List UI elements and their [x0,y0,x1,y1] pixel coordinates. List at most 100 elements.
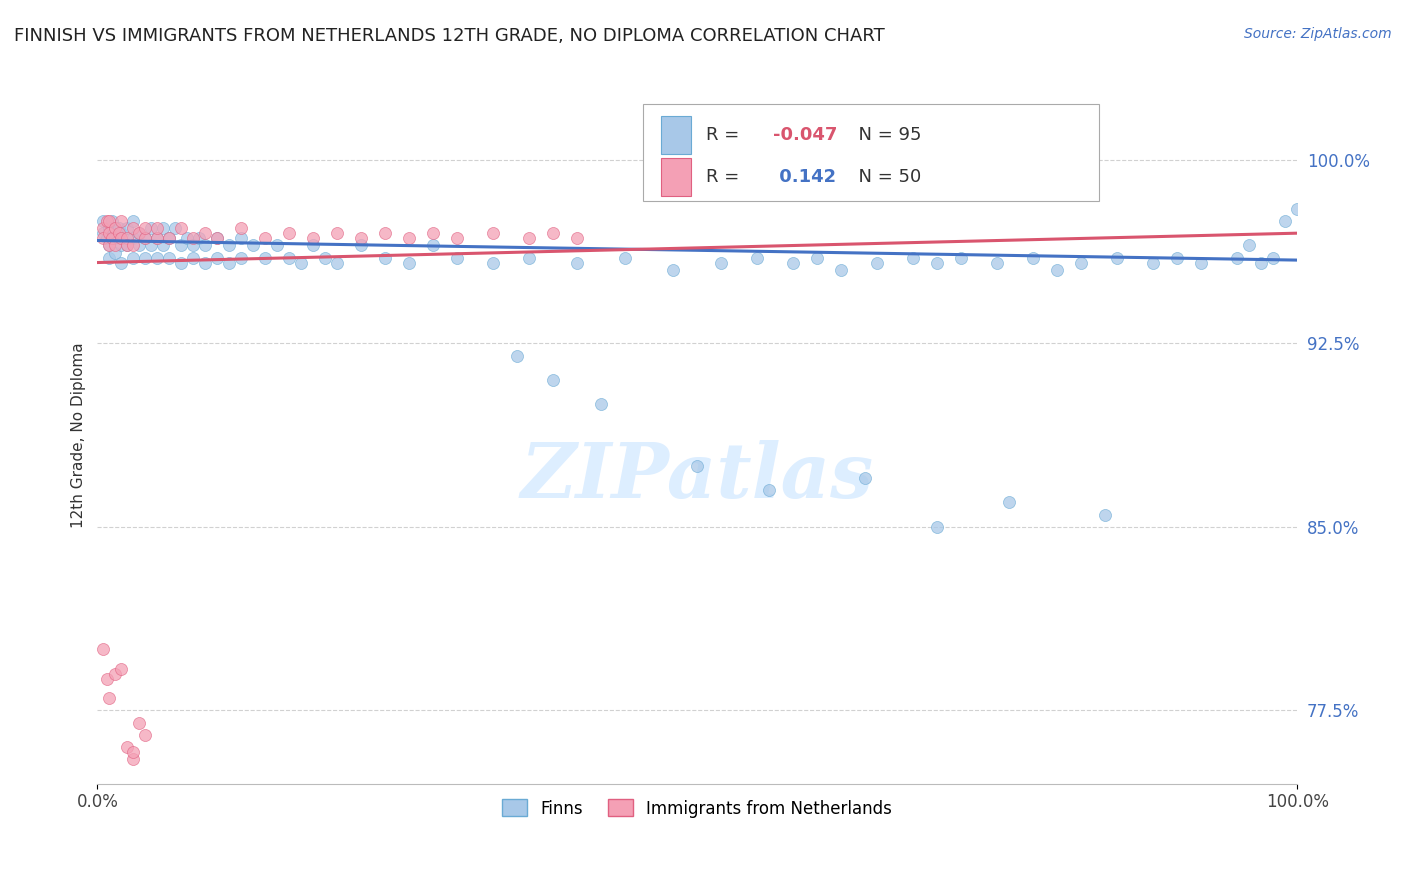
Point [1263,251,1285,265]
Legend: Finns, Immigrants from Netherlands: Finns, Immigrants from Netherlands [495,793,898,824]
Point [806,251,828,265]
Point [446,231,468,245]
Point [194,226,217,240]
Point [1226,251,1249,265]
Text: R =: R = [706,168,745,186]
Point [134,728,156,742]
Text: Source: ZipAtlas.com: Source: ZipAtlas.com [1244,27,1392,41]
Point [128,715,150,730]
Point [110,226,132,240]
Point [93,226,115,240]
Point [104,221,127,235]
Point [266,238,288,252]
FancyBboxPatch shape [644,103,1099,202]
Point [207,251,229,265]
Point [104,238,127,252]
Point [110,231,132,245]
Text: N = 95: N = 95 [848,126,922,145]
Point [543,373,565,387]
Point [96,672,118,686]
Point [422,226,444,240]
Point [506,349,529,363]
Point [134,231,156,245]
Point [747,251,769,265]
Point [146,251,169,265]
Point [1189,255,1212,269]
Point [98,221,121,235]
Point [100,231,122,245]
Point [100,214,122,228]
Text: R =: R = [706,126,745,145]
Point [93,214,115,228]
Point [122,221,145,235]
Point [686,458,709,473]
Point [194,255,217,269]
Point [98,226,121,240]
Point [122,231,145,245]
Point [1274,214,1296,228]
Point [830,263,852,277]
Point [134,231,156,245]
Point [1046,263,1069,277]
Point [278,226,301,240]
Point [567,255,589,269]
Point [903,251,925,265]
Point [117,231,139,245]
Text: 0.142: 0.142 [773,168,837,186]
Point [141,238,163,252]
Point [104,231,127,245]
Point [170,238,193,252]
Point [157,231,180,245]
Point [591,397,613,411]
Point [122,752,145,766]
Point [326,226,349,240]
Point [98,238,121,252]
Point [93,221,115,235]
Text: FINNISH VS IMMIGRANTS FROM NETHERLANDS 12TH GRADE, NO DIPLOMA CORRELATION CHART: FINNISH VS IMMIGRANTS FROM NETHERLANDS 1… [14,27,884,45]
Point [374,251,396,265]
Point [231,221,253,235]
Point [122,238,145,252]
Point [1070,255,1092,269]
Point [110,662,132,676]
Text: -0.047: -0.047 [773,126,837,145]
Point [1022,251,1045,265]
Point [482,226,505,240]
Point [242,238,264,252]
Point [866,255,889,269]
Point [950,251,973,265]
Point [128,226,150,240]
Point [927,255,949,269]
Point [422,238,444,252]
Point [446,251,468,265]
Bar [661,158,692,196]
Point [254,251,277,265]
Point [998,495,1021,509]
Point [128,226,150,240]
Point [986,255,1008,269]
Point [782,255,804,269]
Bar [661,116,692,154]
Point [117,221,139,235]
Point [98,251,121,265]
Point [231,231,253,245]
Point [93,642,115,657]
Point [170,221,193,235]
Point [117,238,139,252]
Point [1094,508,1116,522]
Point [1237,238,1260,252]
Point [517,251,540,265]
Point [398,231,420,245]
Point [117,739,139,754]
Point [1166,251,1188,265]
Point [662,263,685,277]
Point [98,214,121,228]
Point [122,745,145,759]
Point [758,483,780,497]
Point [1107,251,1129,265]
Point [134,221,156,235]
Point [96,214,118,228]
Text: ZIPatlas: ZIPatlas [520,440,875,514]
Point [93,231,115,245]
Point [188,231,211,245]
